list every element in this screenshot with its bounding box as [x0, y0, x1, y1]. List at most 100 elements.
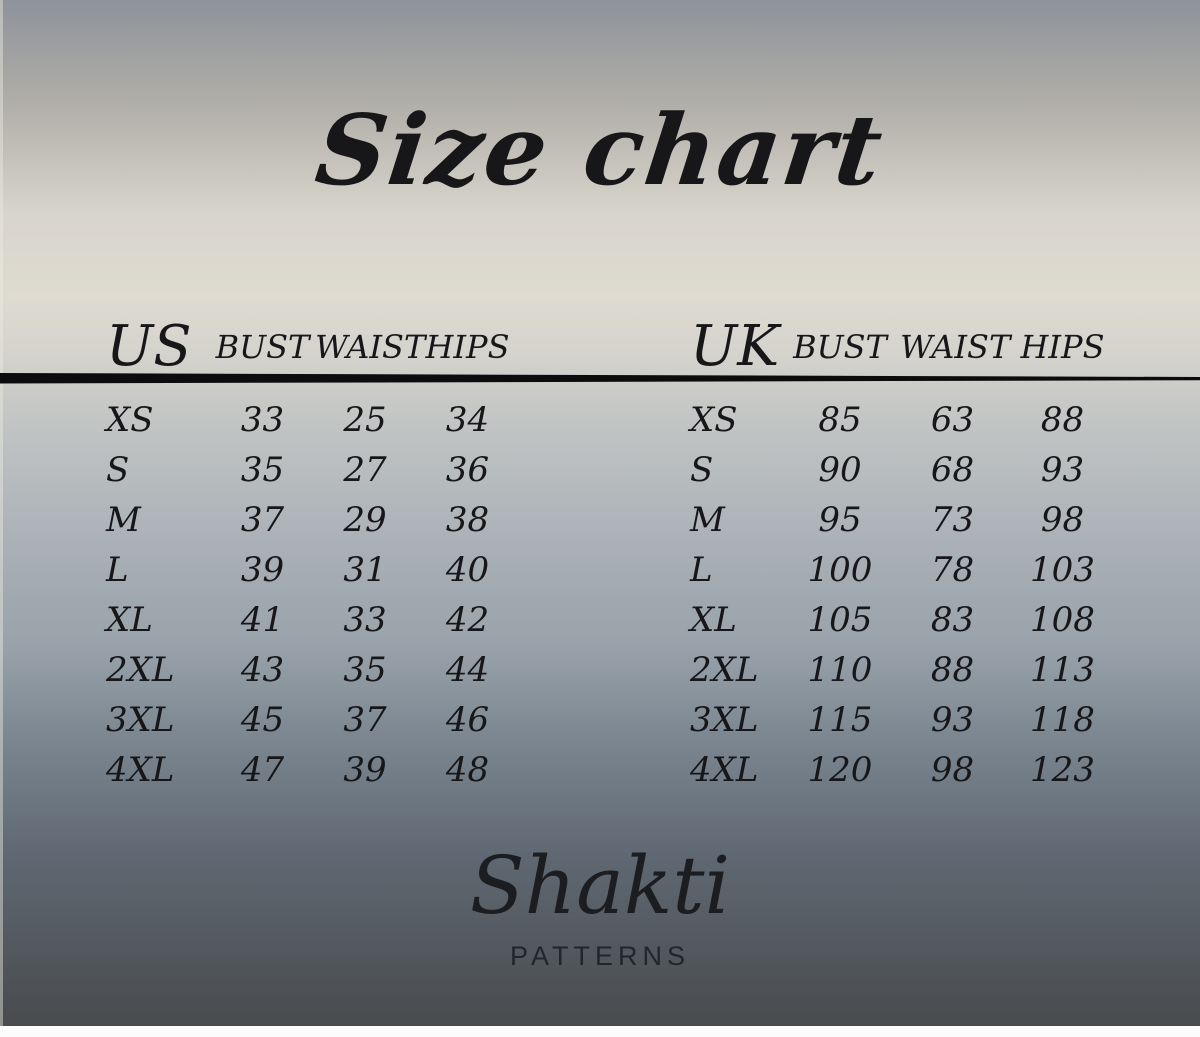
- us-header-row: US BUST WAIST HIPS: [60, 306, 520, 374]
- uk-size-row-m: M 95 73 98: [660, 495, 1120, 545]
- uk-hips-header: HIPS: [1020, 328, 1105, 366]
- us-size-table-header: US BUST WAIST HIPS: [60, 306, 520, 374]
- bust-cell: 45: [240, 700, 285, 740]
- hips-cell: 34: [445, 400, 490, 440]
- bust-cell: 120: [807, 750, 873, 790]
- hips-cell: 48: [445, 750, 490, 790]
- size-cell: 3XL: [106, 700, 175, 740]
- size-cell: XL: [690, 600, 737, 640]
- size-cell: M: [106, 500, 141, 540]
- uk-region-label: UK: [690, 313, 780, 379]
- size-cell: 4XL: [690, 750, 759, 790]
- waist-cell: 31: [343, 550, 387, 590]
- hips-cell: 123: [1030, 750, 1095, 790]
- hips-cell: 93: [1040, 450, 1085, 490]
- bust-cell: 39: [240, 550, 285, 590]
- uk-header-row: UK BUST WAIST HIPS: [660, 306, 1120, 374]
- size-cell: 3XL: [690, 700, 759, 740]
- waist-cell: 78: [930, 550, 975, 590]
- us-size-row-m: M 37 29 38: [60, 495, 520, 545]
- uk-waist-header: WAIST: [900, 328, 1011, 366]
- waist-cell: 33: [343, 600, 387, 640]
- us-size-row-xs: XS 33 25 34: [60, 395, 520, 445]
- hips-cell: 40: [445, 550, 490, 590]
- waist-cell: 35: [343, 650, 387, 690]
- waist-cell: 68: [930, 450, 975, 490]
- us-waist-header: WAIST: [315, 328, 426, 366]
- bust-cell: 110: [807, 650, 873, 690]
- bust-cell: 37: [240, 500, 285, 540]
- waist-cell: 93: [930, 700, 975, 740]
- page-title: Size chart: [310, 93, 890, 207]
- waist-cell: 39: [343, 750, 387, 790]
- uk-bust-header: BUST: [793, 328, 887, 366]
- uk-size-row-4xl: 4XL 120 98 123: [660, 745, 1120, 795]
- size-cell: XL: [106, 600, 153, 640]
- bust-cell: 43: [240, 650, 285, 690]
- hips-cell: 42: [445, 600, 490, 640]
- bust-cell: 33: [240, 400, 285, 440]
- hips-cell: 108: [1030, 600, 1095, 640]
- bust-cell: 105: [807, 600, 873, 640]
- us-region-label: US: [106, 313, 192, 379]
- hips-cell: 46: [445, 700, 490, 740]
- hips-cell: 98: [1040, 500, 1085, 540]
- bust-cell: 85: [818, 400, 862, 440]
- waist-cell: 98: [930, 750, 975, 790]
- waist-cell: 73: [930, 500, 975, 540]
- brand-tagline: PATTERNS: [509, 941, 690, 971]
- uk-size-row-l: L 100 78 103: [660, 545, 1120, 595]
- uk-size-row-s: S 90 68 93: [660, 445, 1120, 495]
- bust-cell: 90: [818, 450, 862, 490]
- uk-size-row-xl: XL 105 83 108: [660, 595, 1120, 645]
- waist-cell: 27: [343, 450, 387, 490]
- size-cell: M: [690, 500, 725, 540]
- waist-cell: 37: [343, 700, 387, 740]
- waist-cell: 63: [930, 400, 975, 440]
- hips-cell: 44: [445, 650, 490, 690]
- us-size-row-xl: XL 41 33 42: [60, 595, 520, 645]
- size-cell: L: [690, 550, 713, 590]
- size-cell: XS: [690, 400, 738, 440]
- bust-cell: 115: [807, 700, 873, 740]
- hips-cell: 103: [1030, 550, 1095, 590]
- waist-cell: 83: [930, 600, 975, 640]
- bust-cell: 35: [240, 450, 285, 490]
- size-cell: L: [106, 550, 129, 590]
- size-cell: S: [690, 450, 714, 490]
- us-size-row-4xl: 4XL 47 39 48: [60, 745, 520, 795]
- hips-cell: 36: [445, 450, 490, 490]
- hips-cell: 113: [1030, 650, 1095, 690]
- waist-cell: 25: [343, 400, 387, 440]
- hips-cell: 38: [445, 500, 490, 540]
- hips-cell: 118: [1030, 700, 1095, 740]
- bust-cell: 100: [807, 550, 873, 590]
- waist-cell: 88: [930, 650, 975, 690]
- bust-cell: 47: [240, 750, 285, 790]
- header-divider-line: [0, 373, 1200, 384]
- size-cell: 2XL: [106, 650, 175, 690]
- uk-size-row-xs: XS 85 63 88: [660, 395, 1120, 445]
- uk-size-table-header: UK BUST WAIST HIPS: [660, 306, 1120, 374]
- waist-cell: 29: [343, 500, 387, 540]
- us-size-row-2xl: 2XL 43 35 44: [60, 645, 520, 695]
- size-cell: XS: [106, 400, 154, 440]
- bottom-white-strip: [0, 1026, 1200, 1037]
- size-cell: 4XL: [106, 750, 175, 790]
- us-hips-header: HIPS: [425, 328, 510, 366]
- us-size-row-l: L 39 31 40: [60, 545, 520, 595]
- hips-cell: 88: [1040, 400, 1085, 440]
- us-size-row-3xl: 3XL 45 37 46: [60, 695, 520, 745]
- uk-size-row-2xl: 2XL 110 88 113: [660, 645, 1120, 695]
- brand-name: Shakti: [469, 839, 731, 932]
- size-cell: S: [106, 450, 130, 490]
- us-bust-header: BUST: [215, 328, 310, 366]
- bust-cell: 95: [818, 500, 862, 540]
- left-edge-highlight: [0, 0, 3, 1026]
- uk-size-table: XS 85 63 88 S 90 68 93 M 95 73 98 L 100 78 103 XL 105 83 10…: [660, 395, 1120, 795]
- bust-cell: 41: [240, 600, 285, 640]
- uk-size-row-3xl: 3XL 115 93 118: [660, 695, 1120, 745]
- us-size-table: XS 33 25 34 S 35 27 36 M 37 29 38 L 39 31 40 XL 41 33 42 2XL…: [60, 395, 520, 795]
- size-cell: 2XL: [690, 650, 759, 690]
